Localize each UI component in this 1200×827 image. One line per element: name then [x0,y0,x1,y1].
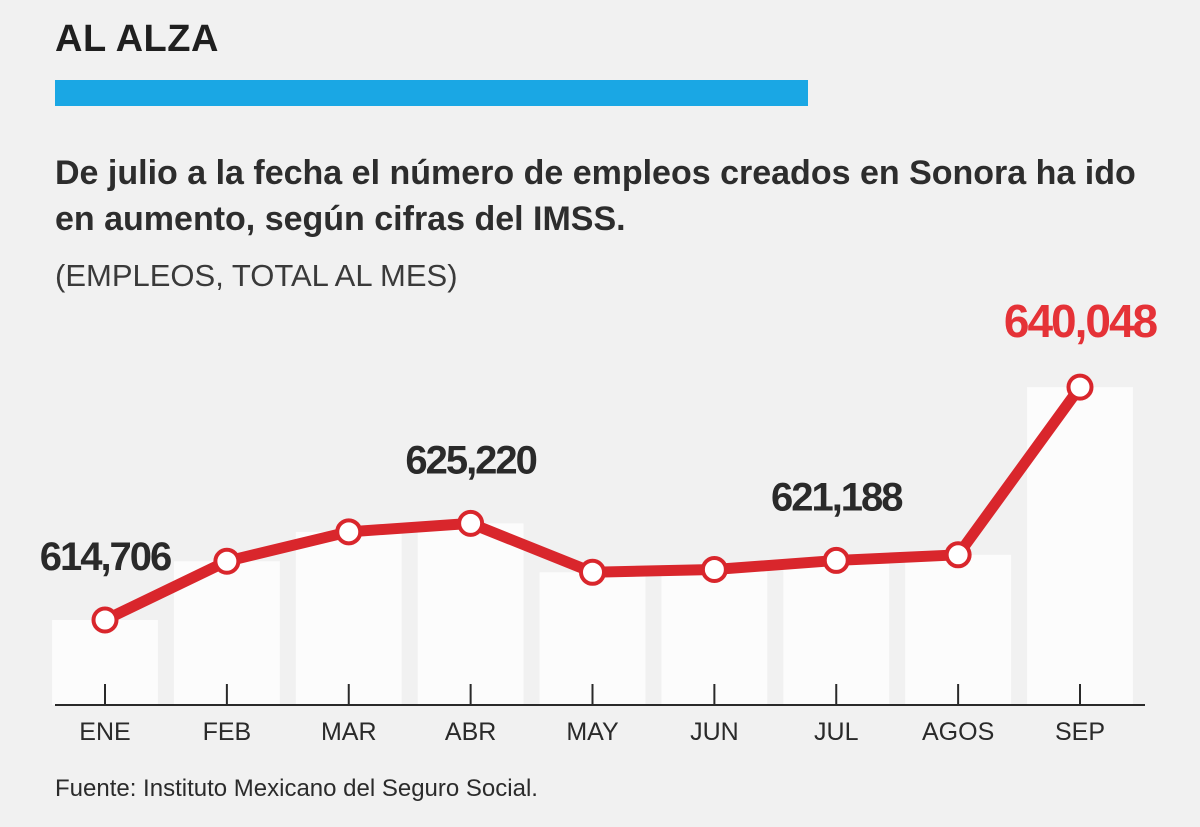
data-label: 614,706 [40,535,171,579]
x-tick-label: ENE [79,718,130,746]
data-label: 625,220 [405,438,536,482]
x-tick-label: MAR [321,718,377,746]
title-accent-bar [55,80,808,106]
column-background [417,523,524,705]
data-point [944,541,972,569]
data-point [457,509,485,537]
column-background [783,560,890,705]
x-tick-label: JUL [814,718,859,746]
x-tick-label: AGOS [922,718,994,746]
data-point [91,606,119,634]
data-label: 640,048 [1004,295,1158,347]
x-tick-label: JUN [690,718,739,746]
chart-subtitle: De julio a la fecha el número de empleos… [55,154,1136,238]
data-label: 621,188 [771,475,903,519]
chart-title: AL ALZA [55,18,219,60]
column-backgrounds [52,387,1133,705]
data-point [822,546,850,574]
x-tick-label: SEP [1055,718,1105,746]
column-background [295,531,402,705]
x-tick-label: ABR [445,718,496,746]
data-labels: 614,706 625,220 621,188 640,048 [40,295,1160,579]
data-points [91,373,1094,634]
data-point [1066,373,1094,401]
source-note: Fuente: Instituto Mexicano del Seguro So… [55,775,538,802]
x-axis-labels: ENE FEB MAR ABR MAY JUN JUL AGOS SEP [79,718,1105,746]
column-background [173,561,280,705]
data-point [335,518,363,546]
data-point [213,547,241,575]
column-background [905,554,1012,705]
x-axis-ticks [104,684,1081,705]
data-point [700,556,728,584]
column-background [539,572,646,705]
data-point [579,558,606,586]
x-tick-label: MAY [566,718,619,746]
unit-note: (EMPLEOS, TOTAL AL MES) [55,258,458,293]
column-background [661,569,768,705]
x-tick-label: FEB [203,718,252,746]
